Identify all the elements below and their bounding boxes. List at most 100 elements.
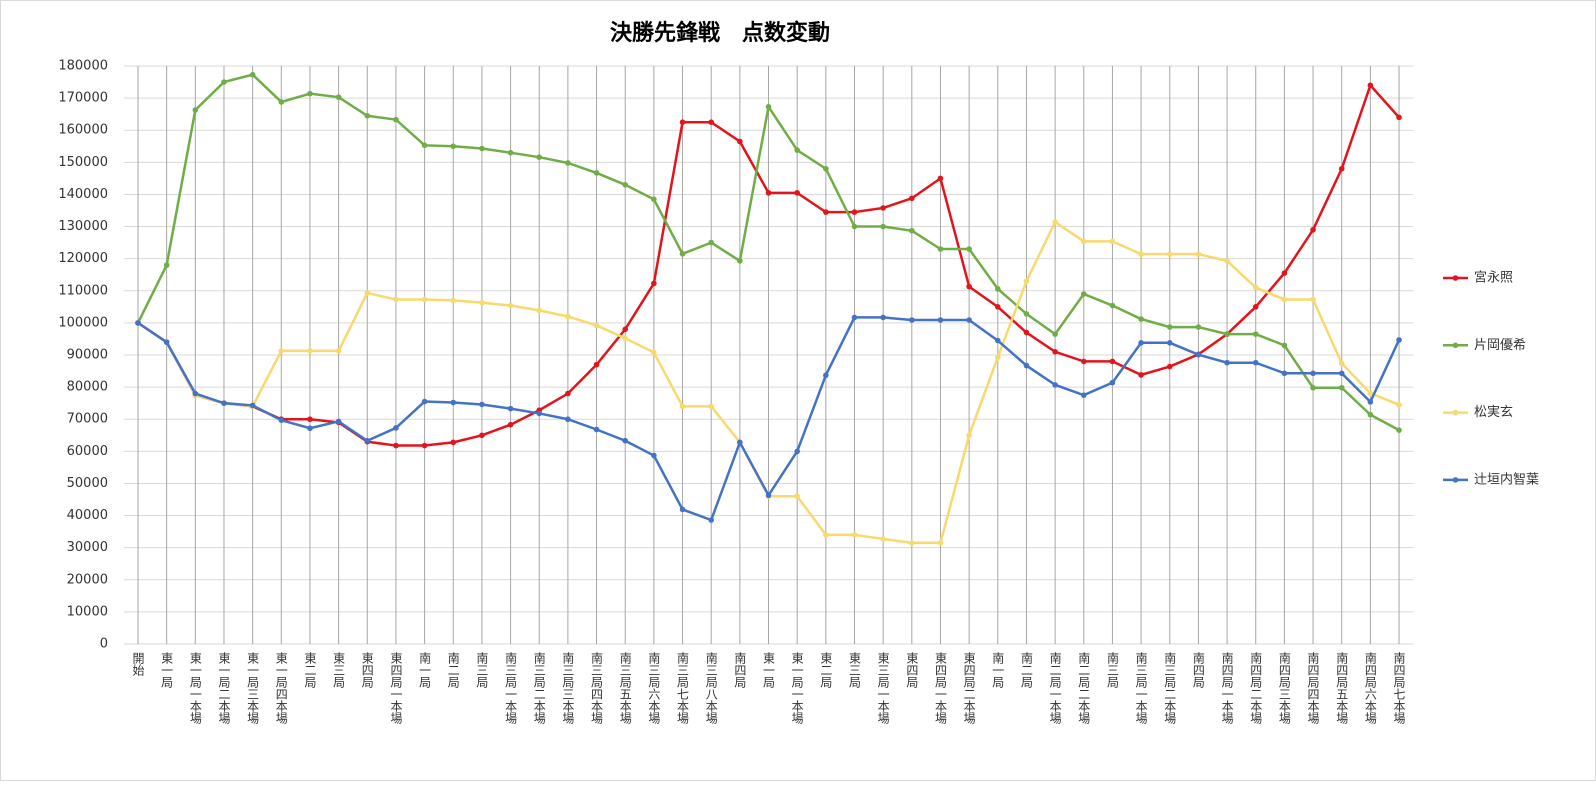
point xyxy=(823,209,829,215)
point xyxy=(651,280,657,287)
point xyxy=(622,335,629,342)
point xyxy=(421,296,428,303)
point xyxy=(851,314,858,321)
y-tick-label: 10000 xyxy=(67,604,108,619)
point xyxy=(249,71,256,78)
point xyxy=(995,304,1001,310)
point xyxy=(966,246,972,252)
point xyxy=(335,94,342,100)
point xyxy=(823,532,829,538)
point xyxy=(679,251,686,257)
point xyxy=(1195,251,1202,257)
point xyxy=(1195,324,1202,330)
point xyxy=(708,403,714,410)
point xyxy=(536,307,543,314)
x-tick-label: 東四局一本場 xyxy=(933,652,947,725)
point xyxy=(1281,342,1288,349)
point xyxy=(507,302,514,309)
point xyxy=(765,103,772,110)
x-tick-label: 東一局 xyxy=(160,652,174,689)
x-tick-label: 南一局 xyxy=(991,651,1005,689)
point xyxy=(1396,337,1402,343)
x-tick-label: 南四局一本場 xyxy=(1220,651,1234,725)
point xyxy=(335,418,342,425)
point xyxy=(622,437,629,444)
x-tick-label: 南二局二本場 xyxy=(1077,651,1091,725)
point xyxy=(679,119,686,125)
point xyxy=(536,410,543,417)
point xyxy=(1052,348,1058,355)
point xyxy=(1109,358,1116,365)
point xyxy=(794,190,800,196)
point xyxy=(163,262,170,268)
point xyxy=(1338,165,1345,172)
point xyxy=(135,320,141,326)
point xyxy=(565,313,571,320)
x-tick-label: 東一局一本場 xyxy=(790,652,804,725)
point xyxy=(1281,370,1288,377)
x-tick-label: 東三局 xyxy=(332,652,346,689)
point xyxy=(794,493,800,500)
point xyxy=(909,540,915,546)
point xyxy=(192,107,199,113)
point xyxy=(823,372,829,379)
x-tick-label: 南四局 xyxy=(733,651,747,689)
point xyxy=(880,536,886,542)
point xyxy=(1252,284,1259,291)
point xyxy=(708,239,714,246)
point xyxy=(995,337,1001,344)
point xyxy=(278,348,285,354)
point xyxy=(1281,270,1288,276)
point xyxy=(651,196,657,203)
point xyxy=(249,402,256,409)
point xyxy=(1338,360,1345,367)
point xyxy=(479,401,485,408)
point xyxy=(937,317,944,323)
point xyxy=(622,326,629,333)
point xyxy=(1224,258,1230,264)
point xyxy=(192,390,199,397)
x-tick-label: 東四局 xyxy=(360,652,374,689)
point xyxy=(851,209,858,215)
legend-marker xyxy=(1452,342,1459,349)
point xyxy=(593,322,600,329)
point xyxy=(1052,219,1058,225)
point xyxy=(421,398,428,405)
x-tick-label: 東三局 xyxy=(848,652,862,689)
legend-marker xyxy=(1452,409,1459,416)
y-tick-label: 40000 xyxy=(67,508,108,523)
point xyxy=(1023,311,1030,317)
point xyxy=(221,400,227,406)
point xyxy=(1338,370,1345,377)
x-tick-label: 南三局三本場 xyxy=(561,651,575,725)
point xyxy=(851,532,858,538)
x-tick-label: 南四局 xyxy=(1191,651,1205,689)
y-tick-label: 170000 xyxy=(58,91,108,106)
point xyxy=(1396,114,1402,121)
legend-label: 松実玄 xyxy=(1474,404,1513,420)
point xyxy=(679,403,686,410)
point xyxy=(536,154,543,160)
point xyxy=(823,165,829,172)
point xyxy=(1252,304,1259,310)
point xyxy=(737,138,743,145)
x-tick-label: 南三局 xyxy=(475,651,489,689)
point xyxy=(937,246,944,252)
point xyxy=(1367,411,1374,418)
point xyxy=(565,416,571,423)
x-tick-label: 東二局 xyxy=(303,652,317,689)
point xyxy=(1396,427,1402,433)
point xyxy=(909,317,915,323)
point xyxy=(1252,359,1259,366)
point xyxy=(507,405,514,412)
x-tick-label: 東二局 xyxy=(819,652,833,689)
point xyxy=(679,506,686,513)
point xyxy=(1166,324,1173,330)
point xyxy=(880,205,886,211)
x-tick-label: 東一局 xyxy=(762,652,776,689)
point xyxy=(364,437,371,444)
point xyxy=(1023,329,1030,336)
point xyxy=(737,439,743,446)
point xyxy=(737,258,743,264)
